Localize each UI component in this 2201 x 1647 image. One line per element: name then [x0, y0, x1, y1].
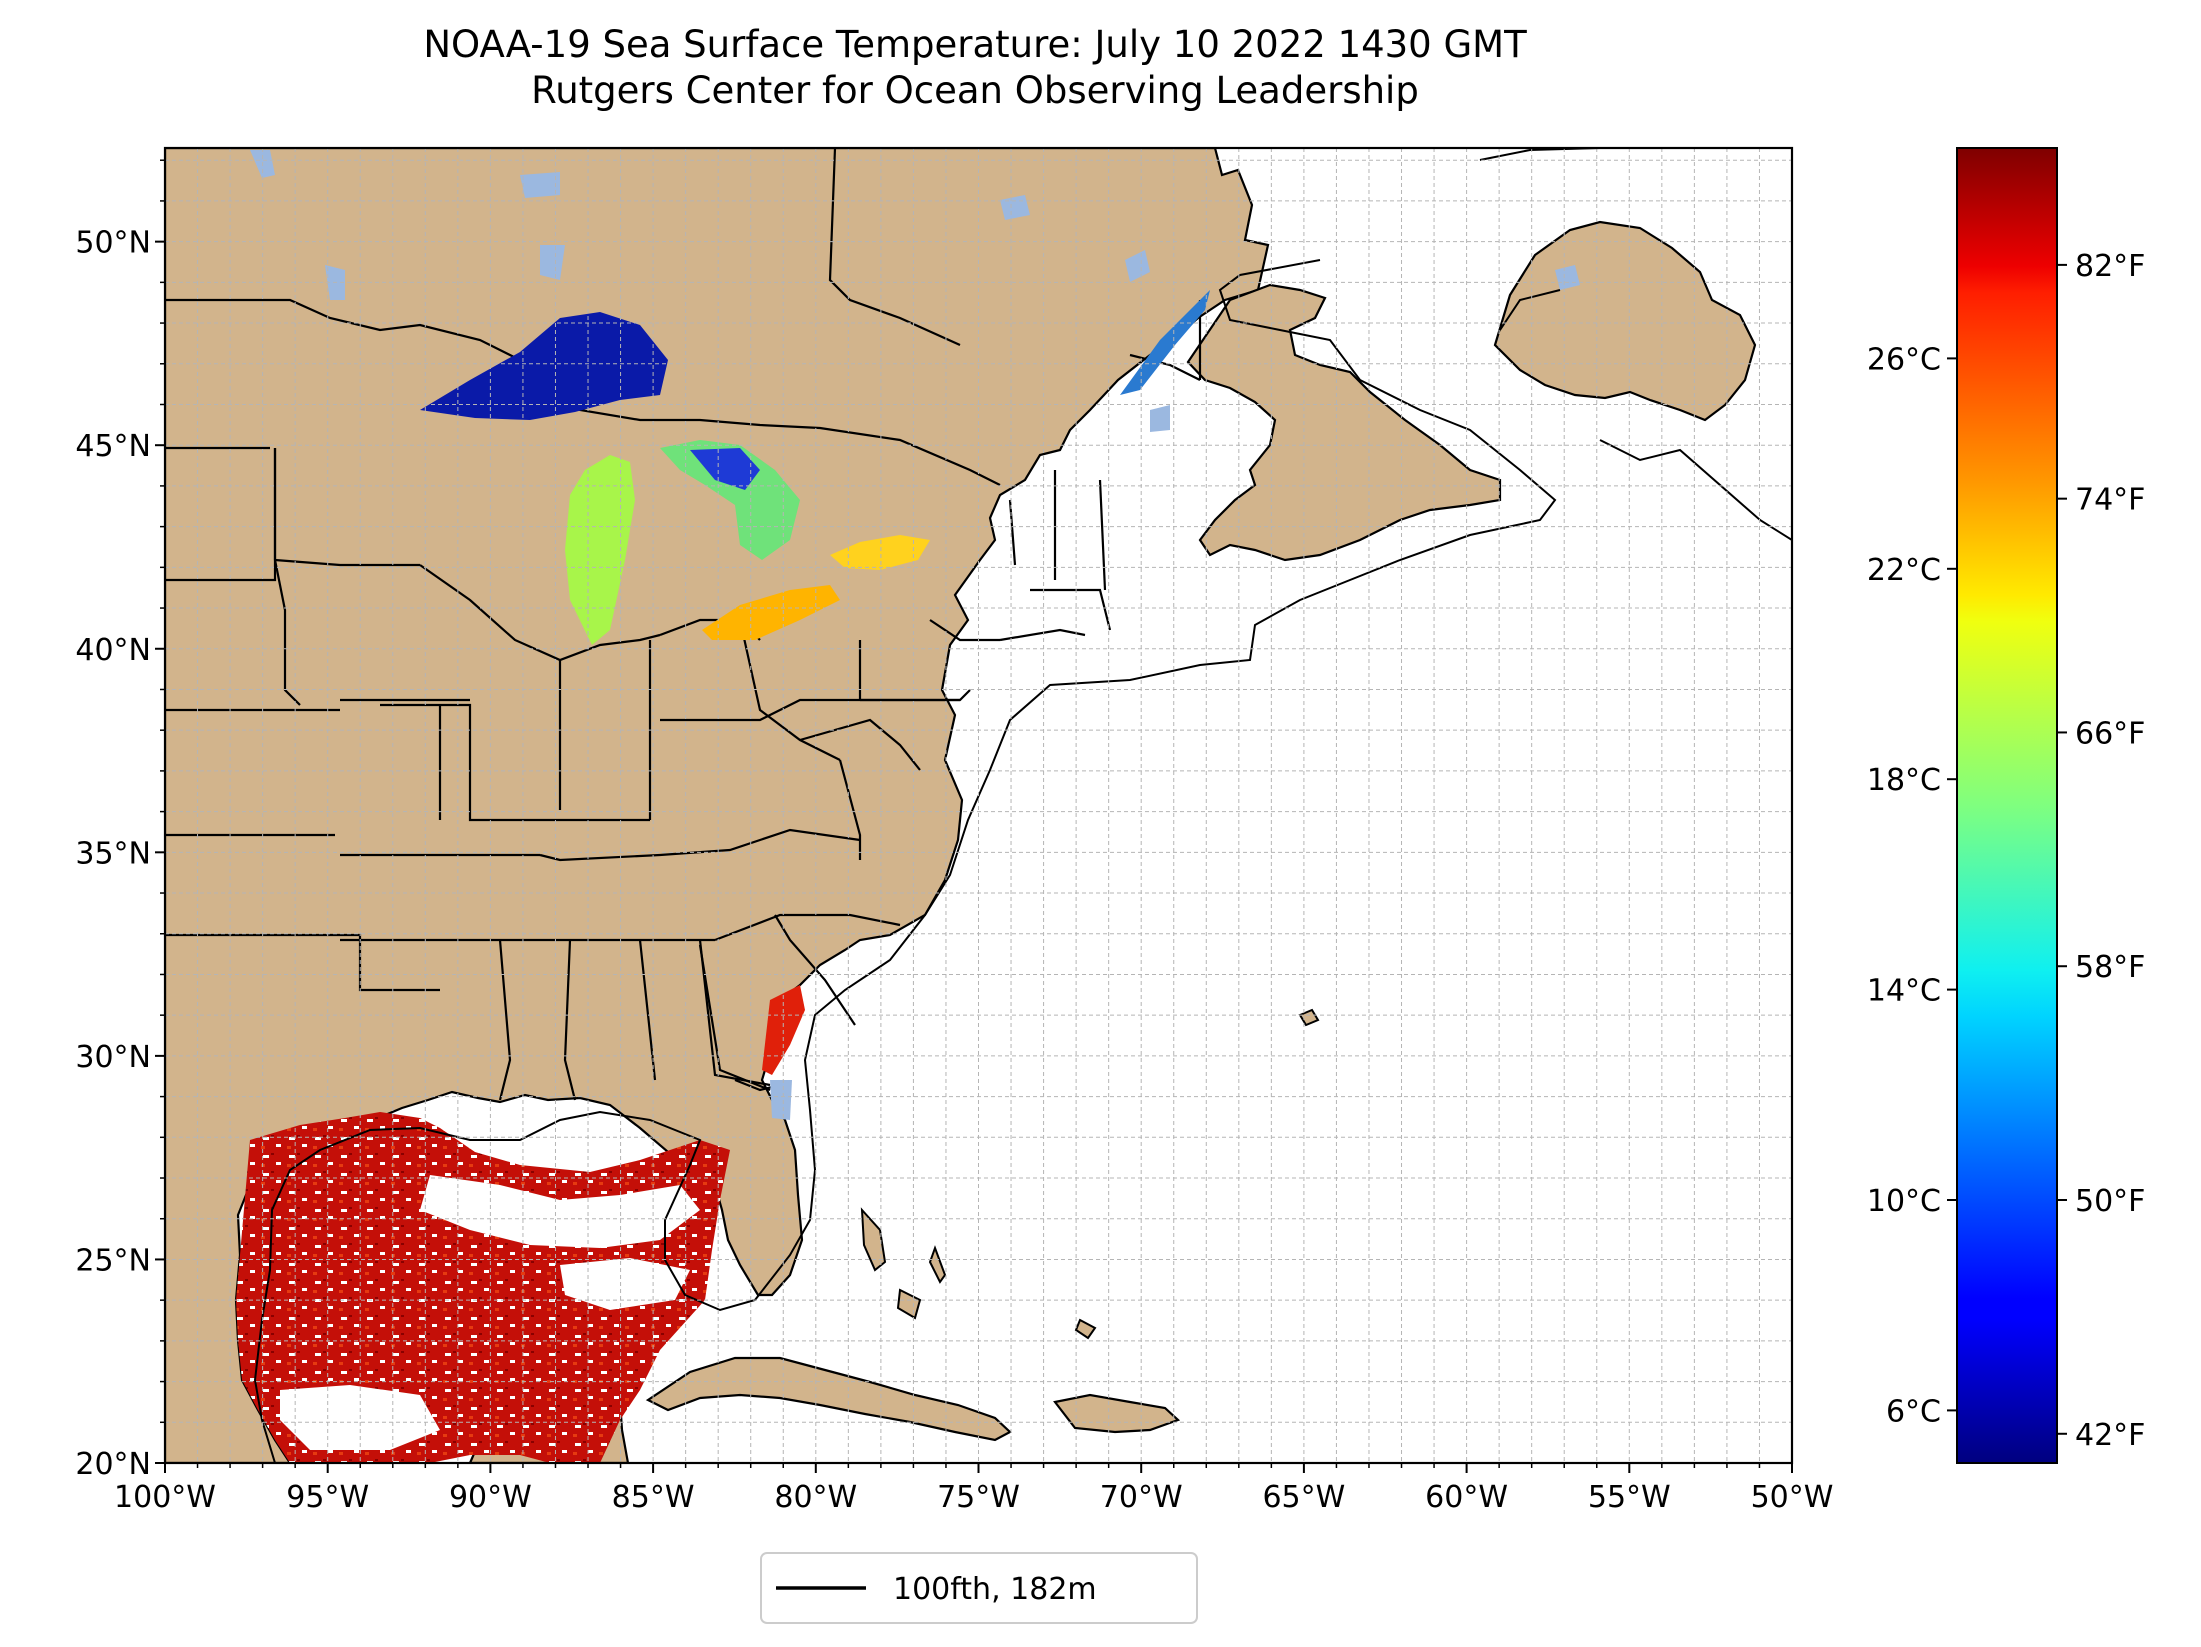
land-cuba [645, 1356, 1012, 1442]
y-tick-label: 35°N [75, 836, 151, 871]
colorbar-celsius-label: 6°C [1886, 1394, 1941, 1429]
colorbar-fahrenheit-label: 58°F [2075, 950, 2145, 985]
x-tick-label: 65°W [1262, 1480, 1345, 1515]
lake-huron-north-sst [690, 448, 760, 490]
x-tick-label: 95°W [286, 1480, 369, 1515]
y-tick-label: 30°N [75, 1040, 151, 1075]
land-maritimes [1186, 283, 1502, 562]
colorbar-celsius-label: 18°C [1867, 763, 1941, 798]
x-tick-label: 60°W [1425, 1480, 1508, 1515]
colorbar-celsius-label: 14°C [1867, 974, 1941, 1009]
great-lakes-sst [420, 290, 1210, 645]
colorbar-fahrenheit-label: 50°F [2075, 1184, 2145, 1219]
map-gridlines [165, 148, 1792, 1463]
legend-box [760, 1552, 1198, 1624]
x-axis: 100°W 95°W 90°W 85°W 80°W 75°W 70°W 65°W 60°W 55°… [114, 1463, 1833, 1515]
x-tick-label: 80°W [774, 1480, 857, 1515]
lake-superior-sst [420, 312, 668, 420]
isobath-100fth [253, 259, 1557, 1463]
y-tick-label: 50°N [75, 226, 151, 261]
title-line-2: Rutgers Center for Ocean Observing Leade… [531, 69, 1419, 112]
st-lawrence-sst [1120, 290, 1210, 395]
map-title: NOAA-19 Sea Surface Temperature: July 10… [0, 22, 1950, 114]
lake-huron-sst [660, 440, 800, 560]
isobath-legend: 100fth, 182m [760, 1552, 1198, 1624]
colorbar-fahrenheit-label: 82°F [2075, 249, 2145, 284]
y-tick-label: 20°N [75, 1447, 151, 1482]
legend-label: 100fth, 182m [893, 1572, 1097, 1607]
y-axis: 20°N 25°N 30°N 35°N 40°N 45°N 50°N [75, 159, 165, 1482]
x-tick-label: 50°W [1751, 1480, 1834, 1515]
colorbar-fahrenheit-label: 42°F [2075, 1418, 2145, 1453]
x-tick-label: 70°W [1100, 1480, 1183, 1515]
y-tick-label: 25°N [75, 1243, 151, 1278]
colorbar-fahrenheit-label: 74°F [2075, 483, 2145, 518]
x-tick-label: 90°W [449, 1480, 532, 1515]
colorbar-celsius-label: 26°C [1867, 342, 1941, 377]
colorbar-celsius-label: 10°C [1867, 1184, 1941, 1219]
inland-lakes [250, 150, 1580, 1120]
colorbar-fahrenheit-axis: 42°F 50°F 58°F 66°F 74°F 82°F [2057, 249, 2145, 1453]
lake-michigan-sst [565, 455, 635, 645]
colorbar-celsius-label: 22°C [1867, 553, 1941, 588]
x-tick-label: 100°W [114, 1480, 216, 1515]
lake-ontario-sst [830, 535, 930, 570]
lake-erie-sst [702, 585, 840, 640]
title-line-1: NOAA-19 Sea Surface Temperature: July 10… [423, 23, 1527, 66]
y-tick-label: 40°N [75, 633, 151, 668]
x-tick-label: 75°W [937, 1480, 1020, 1515]
x-tick-label: 55°W [1588, 1480, 1671, 1515]
colorbar-celsius-axis: 6°C 10°C 14°C 18°C 22°C 26°C [1867, 342, 1957, 1429]
colorbar: 6°C 10°C 14°C 18°C 22°C 26°C 42°F 50°F 58°F 66°F… [1867, 147, 2145, 1464]
colorbar-gradient [1956, 147, 2058, 1464]
colorbar-fahrenheit-label: 66°F [2075, 716, 2145, 751]
y-tick-label: 45°N [75, 429, 151, 464]
x-tick-label: 85°W [612, 1480, 695, 1515]
